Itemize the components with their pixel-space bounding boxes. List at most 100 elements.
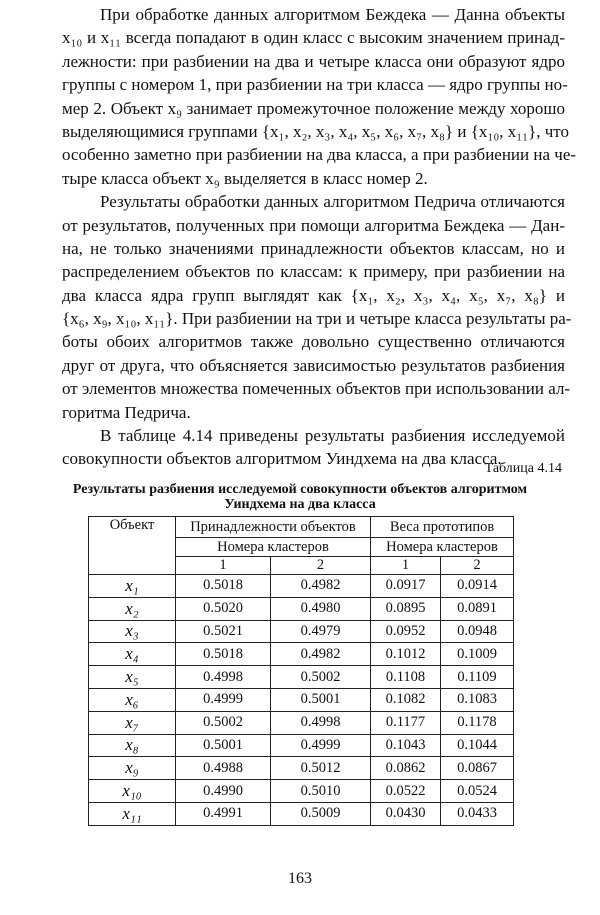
value-cell: 0.0862 — [370, 756, 441, 781]
value-cell: 0.5012 — [270, 756, 371, 781]
text-line: боты обоих алгоритмов также довольно сущ… — [62, 332, 565, 352]
value-cell: 0.5001 — [270, 687, 371, 712]
header-cluster-2: 2 — [270, 556, 371, 575]
text-line: два класса ядра групп выглядят как {x₁, … — [62, 285, 565, 305]
object-cell: x₁ — [88, 574, 176, 598]
value-cell: 0.5002 — [175, 710, 271, 735]
text-line: совокупности объектов алгоритмом Уиндхем… — [62, 449, 502, 469]
value-cell: 0.4998 — [270, 710, 371, 735]
value-cell: 0.4999 — [270, 733, 371, 758]
text-line: При обработке данных алгоритмом Беждека … — [100, 5, 565, 24]
text-line: x₁₀ и x₁₁ всегда попадают в один класс с… — [62, 28, 565, 48]
value-cell: 0.0952 — [370, 619, 441, 644]
table-row: x₅ 0.4998 0.5002 0.1108 0.1109 — [88, 665, 514, 689]
text-line: от результатов, полученных при помощи ал… — [62, 215, 565, 235]
value-cell: 0.1108 — [370, 665, 441, 689]
value-cell: 0.0522 — [370, 779, 441, 803]
value-cell: 0.4998 — [175, 665, 271, 689]
table-row: x₂ 0.5020 0.4980 0.0895 0.0891 — [88, 596, 514, 621]
value-cell: 0.1178 — [440, 710, 514, 735]
text-line: тыре класса объект x₉ выделяется в класс… — [62, 168, 428, 188]
value-cell: 0.5018 — [175, 642, 271, 667]
value-cell: 0.4982 — [270, 574, 371, 598]
header-membership: Принадлежности объектов — [175, 516, 371, 538]
header-cluster-numbers: Номера кластеров — [175, 537, 371, 557]
text-line: Результаты обработки данных алгоритмом П… — [100, 192, 565, 212]
value-cell: 0.1009 — [440, 642, 514, 667]
table-row: x₆ 0.4999 0.5001 0.1082 0.1083 — [88, 687, 514, 712]
value-cell: 0.4999 — [175, 687, 271, 712]
object-cell: x₈ — [88, 733, 176, 758]
object-cell: x₄ — [88, 642, 176, 667]
value-cell: 0.1044 — [440, 733, 514, 758]
table-row: x₁₀ 0.4990 0.5010 0.0522 0.0524 — [88, 779, 514, 803]
value-cell: 0.0430 — [370, 801, 441, 826]
value-cell: 0.0917 — [370, 574, 441, 598]
value-cell: 0.0895 — [370, 596, 441, 621]
text-line: мер 2. Объект x₉ занимает промежуточное … — [62, 98, 565, 118]
text-line: В таблице 4.14 приведены результаты разб… — [100, 426, 565, 446]
value-cell: 0.0948 — [440, 619, 514, 644]
table-row: x₁ 0.5018 0.4982 0.0917 0.0914 — [88, 574, 514, 598]
table-number: Таблица 4.14 — [484, 461, 562, 476]
value-cell: 0.0867 — [440, 756, 514, 781]
header-weights: Веса прототипов — [370, 516, 514, 538]
table-row: x₃ 0.5021 0.4979 0.0952 0.0948 — [88, 619, 514, 644]
text-line: распределением объектов по классам: к пр… — [62, 262, 565, 282]
value-cell: 0.5021 — [175, 619, 271, 644]
value-cell: 0.4982 — [270, 642, 371, 667]
value-cell: 0.5009 — [270, 801, 371, 826]
value-cell: 0.0914 — [440, 574, 514, 598]
page-number: 163 — [288, 870, 312, 887]
value-cell: 0.5002 — [270, 665, 371, 689]
table-row: x₁₁ 0.4991 0.5009 0.0430 0.0433 — [88, 801, 514, 826]
text-line: выделяющимися группами {x₁, x₂, x₃, x₄, … — [62, 121, 570, 141]
value-cell: 0.4979 — [270, 619, 371, 644]
value-cell: 0.0433 — [440, 801, 514, 826]
value-cell: 0.1083 — [440, 687, 514, 712]
value-cell: 0.4990 — [175, 779, 271, 803]
results-table: Объект Принадлежности объектов Веса прот… — [88, 516, 514, 826]
value-cell: 0.1012 — [370, 642, 441, 667]
value-cell: 0.5018 — [175, 574, 271, 598]
table-row: x₄ 0.5018 0.4982 0.1012 0.1009 — [88, 642, 514, 667]
value-cell: 0.1109 — [440, 665, 514, 689]
header-cluster-1: 1 — [370, 556, 441, 575]
text-line: от элементов множества помеченных объект… — [62, 379, 571, 399]
text-line: друг от друга, что объясняется зависимос… — [62, 355, 565, 375]
header-cluster-1: 1 — [175, 556, 271, 575]
table-row: x₉ 0.4988 0.5012 0.0862 0.0867 — [88, 756, 514, 781]
value-cell: 0.1177 — [370, 710, 441, 735]
object-cell: x₉ — [88, 756, 176, 781]
object-cell: x₃ — [88, 619, 176, 644]
table-title-line: Результаты разбиения исследуемой совокуп… — [72, 482, 528, 497]
value-cell: 0.5020 — [175, 596, 271, 621]
value-cell: 0.0891 — [440, 596, 514, 621]
value-cell: 0.1082 — [370, 687, 441, 712]
table-title-line: Уиндхема на два класса — [224, 497, 376, 512]
text-line: группы с номером 1, при разбиении на три… — [62, 75, 568, 95]
text-line: горитма Педрича. — [62, 402, 191, 422]
value-cell: 0.1043 — [370, 733, 441, 758]
text-line: на, не только значениями принадлежности … — [62, 238, 565, 258]
table-title: Результаты разбиения исследуемой совокуп… — [0, 482, 600, 512]
table-row: x₈ 0.5001 0.4999 0.1043 0.1044 — [88, 733, 514, 758]
value-cell: 0.5010 — [270, 779, 371, 803]
value-cell: 0.5001 — [175, 733, 271, 758]
value-cell: 0.0524 — [440, 779, 514, 803]
table-row: x₇ 0.5002 0.4998 0.1177 0.1178 — [88, 710, 514, 735]
object-cell: x₁₀ — [88, 779, 176, 803]
value-cell: 0.4980 — [270, 596, 371, 621]
value-cell: 0.4991 — [175, 801, 271, 826]
text-line: особенно заметно при разбиении на два кл… — [62, 145, 577, 165]
object-cell: x₆ — [88, 687, 176, 712]
header-object: Объект — [88, 516, 176, 575]
text-line: лежности: при разбиении на два и четыре … — [62, 51, 565, 71]
object-cell: x₅ — [88, 665, 176, 689]
object-cell: x₁₁ — [88, 801, 176, 826]
object-cell: x₇ — [88, 710, 176, 735]
value-cell: 0.4988 — [175, 756, 271, 781]
object-cell: x₂ — [88, 596, 176, 621]
body-text: При обработке данных алгоритмом Беждека … — [62, 3, 577, 471]
text-line: {x₆, x₉, x₁₀, x₁₁}. При разбиении на три… — [62, 309, 572, 329]
